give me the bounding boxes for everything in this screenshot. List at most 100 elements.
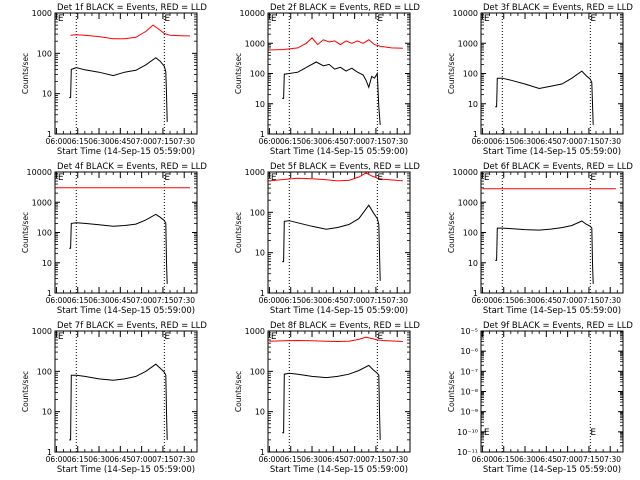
x-tick-label: 07:00: [557, 296, 579, 305]
e-marker: E: [58, 173, 64, 183]
chart-panel-3: Det 3f BLACK = Events, RED = LLD 1 10 100 10…: [447, 3, 633, 157]
y-tick-label: 10⁻¹¹: [457, 448, 478, 457]
chart-title: Det 4f BLACK = Events, RED = LLD: [57, 162, 207, 172]
x-tick-label: 06:00: [259, 296, 281, 305]
y-tick-label: 100: [37, 367, 52, 376]
lld-series-line: [269, 336, 403, 343]
chart-panel-4: Det 4f BLACK = Events, RED = LLD 1 10 100 10…: [21, 162, 207, 316]
e-marker: E: [164, 332, 170, 342]
x-tick-label: 06:15: [280, 455, 302, 464]
e-marker: E: [271, 14, 277, 24]
x-tick-label: 06:45: [323, 296, 345, 305]
x-tick-label: 06:45: [536, 137, 558, 146]
x-tick-label: 07:00: [344, 137, 366, 146]
x-tick-label: 06:00: [259, 455, 281, 464]
y-tick-label: 10⁻⁸: [460, 388, 478, 397]
x-axis-label: Start Time (14-Sep-15 05:59:00): [57, 465, 195, 475]
chart-panel-6: Det 6f BLACK = Events, RED = LLD 1 10 100 10…: [447, 162, 633, 316]
x-tick-label: 06:15: [280, 137, 302, 146]
x-tick-label: 06:30: [301, 455, 323, 464]
x-tick-label: 06:15: [280, 296, 302, 305]
y-tick-label: 1: [473, 130, 478, 139]
y-tick-label: 10: [42, 408, 52, 417]
x-tick-label: 06:45: [110, 296, 132, 305]
events-series-line: [495, 220, 594, 284]
x-tick-label: 07:30: [386, 137, 408, 146]
chart-title: Det 3f BLACK = Events, RED = LLD: [483, 3, 633, 13]
e-marker: E: [590, 14, 596, 24]
lld-series-line: [70, 24, 190, 40]
y-tick-label: 100: [250, 367, 265, 376]
y-tick-label: 1: [47, 130, 52, 139]
x-tick-label: 07:30: [599, 296, 621, 305]
x-axis-label: Start Time (14-Sep-15 05:59:00): [483, 147, 621, 157]
y-axis-label: Counts/sec: [21, 371, 30, 412]
x-tick-label: 06:30: [88, 137, 110, 146]
e-marker: E: [484, 173, 490, 183]
x-tick-label: 06:00: [46, 137, 68, 146]
y-tick-label: 1: [260, 448, 265, 457]
plot-frame: [54, 12, 198, 135]
e-marker: E: [590, 173, 596, 183]
y-axis-label: Counts/sec: [21, 212, 30, 253]
chart-title: Det 1f BLACK = Events, RED = LLD: [57, 3, 207, 13]
events-series-line: [282, 61, 381, 125]
y-tick-label: 10000: [240, 9, 265, 18]
x-tick-label: 06:30: [301, 296, 323, 305]
y-tick-label: 100: [463, 70, 478, 79]
events-series-line: [495, 70, 594, 125]
chart-title: Det 9f BLACK = Events, RED = LLD: [483, 321, 633, 331]
chart-panel-7: Det 7f BLACK = Events, RED = LLD 1 10 100 10…: [21, 321, 207, 475]
e-marker: E: [484, 14, 490, 24]
x-axis-label: Start Time (14-Sep-15 05:59:00): [270, 306, 408, 316]
y-tick-label: 1000: [245, 168, 265, 177]
x-tick-label: 06:45: [110, 137, 132, 146]
lld-series-line: [269, 37, 403, 51]
events-series-line: [282, 364, 381, 440]
y-tick-label: 10⁻⁹: [460, 408, 478, 417]
chart-title: Det 5f BLACK = Events, RED = LLD: [270, 162, 420, 172]
x-tick-label: 07:30: [386, 455, 408, 464]
x-tick-label: 06:30: [301, 137, 323, 146]
e-marker: E: [164, 14, 170, 24]
chart-panel-9: Det 9f BLACK = Events, RED = LLD 10⁻¹¹ 10⁻…: [447, 321, 633, 475]
plot-frame: [267, 171, 411, 294]
y-axis-label: Counts/sec: [21, 53, 30, 94]
x-tick-label: 07:15: [365, 296, 387, 305]
y-axis-label: Counts/sec: [447, 53, 456, 94]
x-tick-label: 07:15: [578, 455, 600, 464]
e-marker: E: [271, 173, 277, 183]
chart-title: Det 7f BLACK = Events, RED = LLD: [57, 321, 207, 331]
x-tick-label: 06:00: [46, 296, 68, 305]
y-tick-label: 10000: [453, 168, 478, 177]
x-axis-label: Start Time (14-Sep-15 05:59:00): [57, 147, 195, 157]
chart-title: Det 8f BLACK = Events, RED = LLD: [270, 321, 420, 331]
x-tick-label: 06:45: [110, 455, 132, 464]
x-tick-label: 07:00: [557, 455, 579, 464]
x-tick-label: 06:15: [67, 455, 89, 464]
x-axis-label: Start Time (14-Sep-15 05:59:00): [57, 306, 195, 316]
x-axis-label: Start Time (14-Sep-15 05:59:00): [483, 306, 621, 316]
e-marker: E: [164, 173, 170, 183]
x-tick-label: 07:30: [173, 137, 195, 146]
e-marker: E: [58, 14, 64, 24]
x-axis-label: Start Time (14-Sep-15 05:59:00): [270, 465, 408, 475]
x-tick-label: 06:30: [88, 455, 110, 464]
y-axis-label: Counts/sec: [234, 371, 243, 412]
y-tick-label: 10⁻¹⁰: [457, 428, 478, 437]
x-tick-label: 06:30: [514, 455, 536, 464]
y-tick-label: 10: [468, 100, 478, 109]
x-tick-label: 06:15: [67, 137, 89, 146]
events-series-line: [69, 363, 168, 441]
y-tick-label: 10: [255, 408, 265, 417]
e-marker: E: [377, 173, 383, 183]
y-tick-label: 10: [255, 100, 265, 109]
e-marker: E: [377, 332, 383, 342]
chart-title: Det 6f BLACK = Events, RED = LLD: [483, 162, 633, 172]
y-tick-label: 1: [47, 289, 52, 298]
y-tick-label: 1: [260, 289, 265, 298]
y-axis-label: Counts/sec: [447, 212, 456, 253]
y-tick-label: 1000: [458, 39, 478, 48]
y-tick-label: 1000: [245, 327, 265, 336]
